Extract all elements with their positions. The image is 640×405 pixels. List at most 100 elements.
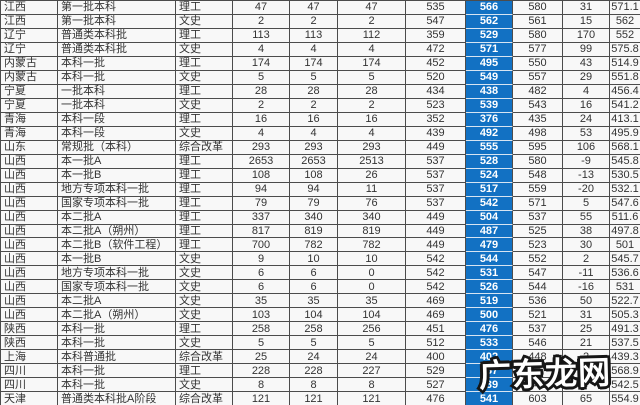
cell-line-diff: 5 bbox=[563, 196, 610, 211]
cell-province: 山东 bbox=[1, 140, 58, 155]
cell-line-diff: 21 bbox=[563, 336, 610, 351]
cell-plan-count: 258 bbox=[233, 322, 290, 337]
cell-avg-score: 552 bbox=[610, 28, 640, 43]
cell-subject-type: 文史 bbox=[176, 42, 233, 57]
cell-max-score: 498 bbox=[513, 126, 563, 141]
cell-subject-type: 综合改革 bbox=[176, 392, 233, 405]
cell-batch: 国家专项本科一批 bbox=[58, 196, 176, 211]
cell-min-score: 544 bbox=[466, 252, 513, 267]
cell-subject-type: 文史 bbox=[176, 98, 233, 113]
cell-avg-score: 439.3 bbox=[610, 350, 640, 365]
cell-province: 陕西 bbox=[1, 322, 58, 337]
cell-province: 山西 bbox=[1, 182, 58, 197]
cell-subject-type: 理工 bbox=[176, 56, 233, 71]
cell-count-2: 819 bbox=[290, 224, 338, 239]
cell-count-3: 819 bbox=[338, 224, 406, 239]
cell-subject-type: 理工 bbox=[176, 196, 233, 211]
cell-batch: 国家专项本科一批 bbox=[58, 280, 176, 295]
cell-avg-score: 571.1 bbox=[610, 1, 640, 15]
cell-province: 天津 bbox=[1, 392, 58, 405]
cell-count-2: 6 bbox=[290, 266, 338, 281]
cell-avg-score: 542.5 bbox=[610, 378, 640, 393]
cell-count-2: 104 bbox=[290, 308, 338, 323]
cell-avg-score: 568.9 bbox=[610, 364, 640, 379]
cell-batch: 本科一段 bbox=[58, 112, 176, 127]
cell-control-line: 449 bbox=[406, 224, 466, 239]
cell-province: 山西 bbox=[1, 224, 58, 239]
cell-province: 陕西 bbox=[1, 336, 58, 351]
cell-subject-type: 理工 bbox=[176, 364, 233, 379]
cell-province: 上海 bbox=[1, 350, 58, 365]
table-row: 山西 本二批A 文史 35 35 35 469 519 536 50 522.7 bbox=[1, 294, 640, 309]
cell-plan-count: 2653 bbox=[233, 154, 290, 169]
cell-batch: 本科一段 bbox=[58, 126, 176, 141]
cell-count-3: 782 bbox=[338, 238, 406, 253]
cell-min-score: 479 bbox=[466, 238, 513, 253]
cell-province: 山西 bbox=[1, 252, 58, 267]
cell-batch: 本二批A bbox=[58, 294, 176, 309]
cell-subject-type: 理工 bbox=[176, 84, 233, 99]
cell-subject-type: 理工 bbox=[176, 1, 233, 15]
cell-subject-type: 理工 bbox=[176, 112, 233, 127]
cell-subject-type: 文史 bbox=[176, 294, 233, 309]
cell-batch: 本科一批 bbox=[58, 336, 176, 351]
cell-count-3: 256 bbox=[338, 322, 406, 337]
cell-batch: 本一批B bbox=[58, 252, 176, 267]
cell-subject-type: 理工 bbox=[176, 224, 233, 239]
cell-line-diff: 15 bbox=[563, 14, 610, 29]
cell-max-score: 571 bbox=[513, 196, 563, 211]
cell-max-score: 521 bbox=[513, 308, 563, 323]
cell-control-line: 449 bbox=[406, 210, 466, 225]
cell-count-3: 35 bbox=[338, 294, 406, 309]
cell-plan-count: 28 bbox=[233, 84, 290, 99]
cell-count-2: 35 bbox=[290, 294, 338, 309]
cell-avg-score: 541.2 bbox=[610, 98, 640, 113]
table-row: 青海 本科一段 理工 16 16 16 352 376 435 24 413.1 bbox=[1, 112, 640, 127]
cell-province: 内蒙古 bbox=[1, 56, 58, 71]
cell-line-diff: 2 bbox=[563, 350, 610, 365]
table-row: 江西 第一批本科 理工 47 47 47 535 566 580 31 571.1 bbox=[1, 1, 640, 15]
cell-max-score: 580 bbox=[513, 28, 563, 43]
cell-province: 辽宁 bbox=[1, 28, 58, 43]
table-row: 山西 本二批A（朔州） 文史 103 104 104 469 500 521 31 505.3 bbox=[1, 308, 640, 323]
cell-plan-count: 2 bbox=[233, 14, 290, 29]
cell-min-score: 524 bbox=[466, 168, 513, 183]
cell-control-line: 537 bbox=[406, 168, 466, 183]
cell-max-score: 536 bbox=[513, 294, 563, 309]
cell-count-2: 94 bbox=[290, 182, 338, 197]
cell-max-score: 546 bbox=[513, 336, 563, 351]
cell-avg-score: 530.5 bbox=[610, 168, 640, 183]
cell-avg-score: 554.9 bbox=[610, 392, 640, 405]
cell-batch: 第一批本科 bbox=[58, 1, 176, 15]
cell-min-score: 555 bbox=[466, 140, 513, 155]
table-row: 山西 地方专项本科一批 文史 6 6 0 542 531 547 -11 536.6 bbox=[1, 266, 640, 281]
table-row: 陕西 本科一批 文史 5 5 5 512 533 546 21 537.5 bbox=[1, 336, 640, 351]
cell-control-line: 439 bbox=[406, 126, 466, 141]
cell-count-2: 5 bbox=[290, 336, 338, 351]
cell-province: 辽宁 bbox=[1, 42, 58, 57]
cell-line-diff: 50 bbox=[563, 294, 610, 309]
cell-count-2: 8 bbox=[290, 378, 338, 393]
cell-plan-count: 293 bbox=[233, 140, 290, 155]
cell-subject-type: 文史 bbox=[176, 280, 233, 295]
cell-control-line: 547 bbox=[406, 14, 466, 29]
cell-province: 四川 bbox=[1, 378, 58, 393]
cell-count-3: 2513 bbox=[338, 154, 406, 169]
cell-min-score: 533 bbox=[466, 336, 513, 351]
cell-batch: 第一批本科 bbox=[58, 14, 176, 29]
cell-control-line: 529 bbox=[406, 364, 466, 379]
cell-count-2: 2653 bbox=[290, 154, 338, 169]
table-row: 天津 普通类本科批A阶段 综合改革 121 121 121 476 541 603 65 554.9 bbox=[1, 392, 640, 405]
cell-batch: 一批本科 bbox=[58, 98, 176, 113]
cell-subject-type: 理工 bbox=[176, 182, 233, 197]
cell-count-3: 104 bbox=[338, 308, 406, 323]
cell-max-score: 543 bbox=[513, 98, 563, 113]
cell-max-score: 544 bbox=[513, 280, 563, 295]
cell-plan-count: 817 bbox=[233, 224, 290, 239]
cell-line-diff: 29 bbox=[563, 70, 610, 85]
cell-plan-count: 5 bbox=[233, 336, 290, 351]
cell-avg-score: 413.1 bbox=[610, 112, 640, 127]
cell-control-line: 537 bbox=[406, 182, 466, 197]
cell-count-3: 2 bbox=[338, 14, 406, 29]
